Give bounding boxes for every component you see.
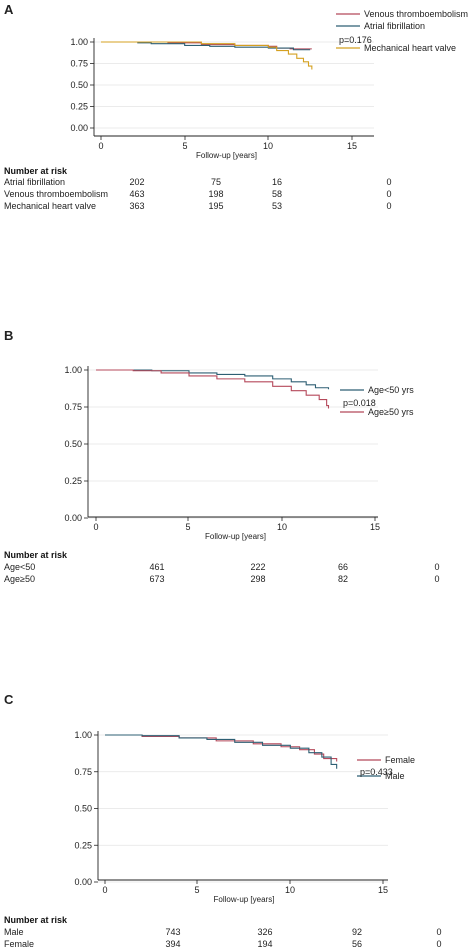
risk-value: 463 <box>129 189 144 199</box>
y-tick-label: 0.75 <box>64 402 82 412</box>
risk-value: 0 <box>386 201 391 211</box>
x-tick-label: 0 <box>98 141 103 151</box>
risk-table-title: Number at risk <box>4 915 68 925</box>
x-tick-label: 15 <box>347 141 357 151</box>
panel-letter: C <box>4 692 14 707</box>
legend-label: Age<50 yrs <box>368 385 414 395</box>
risk-table-title: Number at risk <box>4 166 68 176</box>
x-tick-label: 5 <box>182 141 187 151</box>
legend-label: Venous thromboembolism <box>364 9 468 19</box>
risk-value: 394 <box>165 939 180 949</box>
x-tick-label: 15 <box>378 885 388 895</box>
risk-row-label: Age≥50 <box>4 574 35 584</box>
x-tick-label: 10 <box>263 141 273 151</box>
survival-curve-2 <box>101 41 311 51</box>
legend-label: Age≥50 yrs <box>368 407 414 417</box>
y-tick-label: 0.50 <box>70 80 88 90</box>
x-tick-label: 5 <box>185 522 190 532</box>
y-tick-label: 0.75 <box>74 767 92 777</box>
x-tick-label: 10 <box>285 885 295 895</box>
risk-value: 58 <box>272 189 282 199</box>
risk-value: 326 <box>257 927 272 937</box>
survival-curve-1 <box>96 369 330 390</box>
risk-value: 202 <box>129 177 144 187</box>
risk-row-label: Female <box>4 939 34 949</box>
risk-value: 222 <box>250 562 265 572</box>
legend-label: Female <box>385 755 415 765</box>
risk-value: 75 <box>211 177 221 187</box>
y-tick-label: 1.00 <box>64 365 82 375</box>
legend-label: Atrial fibrillation <box>364 21 425 31</box>
risk-value: 92 <box>352 927 362 937</box>
y-tick-label: 0.25 <box>64 476 82 486</box>
risk-value: 56 <box>352 939 362 949</box>
risk-table-title: Number at risk <box>4 550 68 560</box>
x-tick-label: 10 <box>277 522 287 532</box>
x-tick-label: 5 <box>194 885 199 895</box>
risk-row-label: Mechanical heart valve <box>4 201 96 211</box>
y-tick-label: 0.75 <box>70 59 88 69</box>
y-tick-label: 0.00 <box>70 123 88 133</box>
survival-curve-2 <box>96 369 330 409</box>
x-axis-title: Follow-up [years] <box>196 151 257 160</box>
risk-value: 298 <box>250 574 265 584</box>
risk-value: 743 <box>165 927 180 937</box>
risk-value: 195 <box>208 201 223 211</box>
x-tick-label: 0 <box>93 522 98 532</box>
p-value-label: p=0.433 <box>360 767 393 777</box>
risk-value: 673 <box>149 574 164 584</box>
risk-value: 363 <box>129 201 144 211</box>
y-tick-label: 0.00 <box>74 877 92 887</box>
risk-value: 461 <box>149 562 164 572</box>
survival-curve-3 <box>101 41 313 70</box>
y-tick-label: 0.00 <box>64 513 82 523</box>
panel-letter: B <box>4 328 13 343</box>
x-tick-label: 0 <box>102 885 107 895</box>
x-axis-title: Follow-up [years] <box>205 532 266 541</box>
panel-letter: A <box>4 2 14 17</box>
risk-row-label: Age<50 <box>4 562 35 572</box>
y-tick-label: 1.00 <box>74 730 92 740</box>
risk-value: 0 <box>386 189 391 199</box>
y-tick-label: 0.50 <box>64 439 82 449</box>
risk-row-label: Male <box>4 927 24 937</box>
x-tick-label: 15 <box>370 522 380 532</box>
risk-value: 194 <box>257 939 272 949</box>
survival-curve-2 <box>105 734 338 769</box>
risk-value: 82 <box>338 574 348 584</box>
y-tick-label: 0.25 <box>74 840 92 850</box>
legend-label: Male <box>385 771 405 781</box>
x-axis-title: Follow-up [years] <box>214 895 275 904</box>
risk-row-label: Atrial fibrillation <box>4 177 65 187</box>
risk-row-label: Venous thromboembolism <box>4 189 108 199</box>
risk-value: 0 <box>386 177 391 187</box>
risk-value: 198 <box>208 189 223 199</box>
risk-value: 0 <box>434 562 439 572</box>
legend-label: Mechanical heart valve <box>364 43 456 53</box>
risk-value: 0 <box>436 939 441 949</box>
y-tick-label: 0.25 <box>70 102 88 112</box>
risk-value: 16 <box>272 177 282 187</box>
y-tick-label: 0.50 <box>74 804 92 814</box>
risk-value: 66 <box>338 562 348 572</box>
p-value-label: p=0.018 <box>343 398 376 408</box>
p-value-label: p=0.176 <box>339 35 372 45</box>
y-tick-label: 1.00 <box>70 37 88 47</box>
risk-value: 53 <box>272 201 282 211</box>
risk-value: 0 <box>434 574 439 584</box>
risk-value: 0 <box>436 927 441 937</box>
